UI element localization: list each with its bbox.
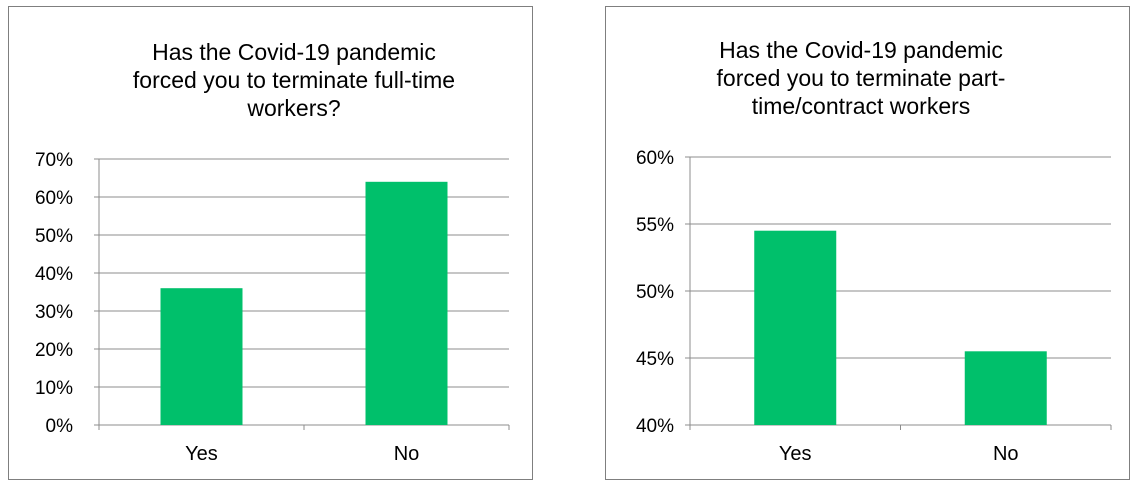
y-tick-label: 50% xyxy=(636,282,674,303)
bar-no xyxy=(365,181,448,425)
y-tick-label: 60% xyxy=(35,188,73,209)
bar-yes xyxy=(160,288,243,425)
x-tick-label: Yes xyxy=(185,443,218,465)
y-tick-label: 10% xyxy=(35,378,73,399)
y-tick-label: 60% xyxy=(636,148,674,169)
chart-panel-part-time: Has the Covid-19 pandemic forced you to … xyxy=(605,6,1130,480)
y-tick-label: 45% xyxy=(636,349,674,370)
chart-panel-full-time: Has the Covid-19 pandemic forced you to … xyxy=(8,6,533,480)
chart-title: Has the Covid-19 pandemic forced you to … xyxy=(716,37,1006,119)
y-tick-label: 30% xyxy=(35,302,73,323)
y-tick-label: 55% xyxy=(636,215,674,236)
x-tick-label: No xyxy=(993,443,1019,465)
y-tick-label: 0% xyxy=(46,416,74,437)
y-tick-label: 70% xyxy=(35,150,73,171)
y-tick-label: 40% xyxy=(636,416,674,437)
y-tick-label: 50% xyxy=(35,226,73,247)
bar-yes xyxy=(754,230,837,425)
bar-chart-part-time: 40% 45% 50% 55% 60% Yes No xyxy=(636,148,1112,465)
y-tick-label: 40% xyxy=(35,264,73,285)
x-tick-label: Yes xyxy=(779,443,812,465)
bar-no xyxy=(964,351,1047,425)
x-tick-label: No xyxy=(394,443,420,465)
y-tick-label: 20% xyxy=(35,340,73,361)
bar-chart-full-time: 0% 10% 20% 30% 40% 50% 60% 70% Yes No xyxy=(35,150,510,465)
chart-title: Has the Covid-19 pandemic forced you to … xyxy=(132,39,456,121)
